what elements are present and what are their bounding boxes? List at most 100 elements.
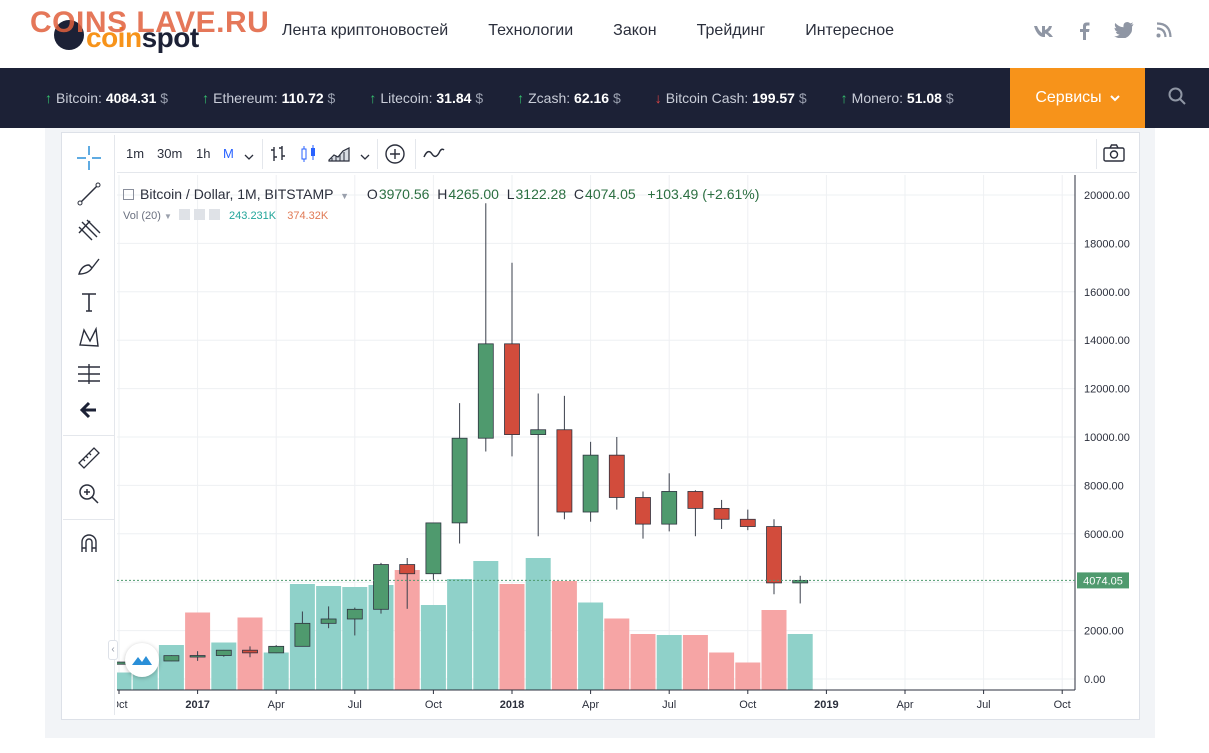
- nav-item-news[interactable]: Лента криптоновостей: [282, 22, 449, 39]
- x-tick-label: Apr: [896, 699, 913, 711]
- area-style-icon[interactable]: [328, 144, 350, 169]
- bars-style-icon[interactable]: [269, 144, 289, 169]
- candle-body: [687, 491, 704, 509]
- ticker-coin-name: Bitcoin Cash:: [665, 90, 753, 106]
- ticker-item[interactable]: ↑ Bitcoin: 4084.31 $: [45, 90, 168, 106]
- toolbar-divider: [377, 139, 378, 169]
- logo-mark-icon: [54, 20, 84, 50]
- facebook-icon[interactable]: [1073, 22, 1095, 44]
- zoom-in-icon[interactable]: [76, 481, 102, 507]
- rss-icon[interactable]: [1153, 22, 1175, 44]
- x-tick-label: Apr: [582, 699, 599, 711]
- ticker-item[interactable]: ↓ Bitcoin Cash: 199.57 $: [655, 90, 807, 106]
- volume-label[interactable]: Vol (20): [123, 210, 161, 222]
- volume-bar: [709, 652, 735, 690]
- social-links: [1033, 22, 1175, 44]
- toolbar-divider: [1096, 139, 1097, 169]
- collapse-arrow-icon[interactable]: ‹: [108, 640, 118, 660]
- pattern-tool-icon[interactable]: [76, 325, 102, 351]
- nav-item-trading[interactable]: Трейдинг: [696, 22, 766, 39]
- ticker-coin-name: Monero:: [851, 90, 907, 106]
- ruler-tool-icon[interactable]: [76, 445, 102, 471]
- timeframe-month[interactable]: M: [223, 146, 234, 161]
- chart-toolbar: 1m 30m 1h M: [117, 135, 1137, 173]
- volume-bar: [761, 610, 787, 690]
- y-tick-label: 8000.00: [1084, 480, 1124, 492]
- y-tick-label: 6000.00: [1084, 529, 1124, 541]
- candle-body: [268, 645, 285, 654]
- arrow-up-icon: ↑: [840, 90, 848, 106]
- volume-value: 243.231K: [229, 210, 277, 222]
- candle-body: [399, 564, 416, 575]
- chart-legend: Bitcoin / Dollar, 1M, BITSTAMP ▼ O3970.5…: [123, 186, 759, 202]
- ticker-item[interactable]: ↑ Zcash: 62.16 $: [517, 90, 621, 106]
- x-tick-label: Apr: [268, 699, 285, 711]
- chevron-down-icon[interactable]: ▼: [340, 191, 350, 201]
- toolbar-divider: [63, 519, 115, 520]
- timeframe-1m[interactable]: 1m: [126, 146, 145, 161]
- x-tick-label: Oct: [739, 699, 756, 711]
- trend-line-tool-icon[interactable]: [76, 181, 102, 207]
- chevron-down-icon: [1109, 91, 1120, 105]
- volume-bar: [211, 642, 237, 690]
- pitchfork-tool-icon[interactable]: [76, 217, 102, 243]
- candle-body: [242, 649, 258, 654]
- volume-bar: [158, 645, 184, 690]
- camera-icon[interactable]: [1103, 143, 1125, 168]
- x-tick-label: Oct: [117, 699, 128, 711]
- tradingview-logo-icon[interactable]: [125, 643, 159, 677]
- price-chart[interactable]: 20000.00 18000.00 16000.00 14000.00 12000.00…: [117, 175, 1137, 720]
- compare-icon[interactable]: [423, 145, 445, 168]
- back-arrow-icon[interactable]: [76, 397, 102, 423]
- nav-item-interesting[interactable]: Интересное: [805, 22, 895, 39]
- chevron-down-icon[interactable]: ▼: [163, 212, 172, 221]
- ticker-currency: $: [156, 90, 169, 106]
- volume-bar: [263, 652, 289, 690]
- brush-tool-icon[interactable]: [76, 253, 102, 279]
- vk-icon[interactable]: [1033, 22, 1055, 44]
- twitter-icon[interactable]: [1113, 22, 1135, 44]
- nav-item-tech[interactable]: Технологии: [488, 22, 574, 39]
- ticker-currency: $: [471, 90, 484, 106]
- volume-bar: [656, 635, 682, 690]
- nav-item-law[interactable]: Закон: [613, 22, 657, 39]
- candle-body: [766, 526, 782, 584]
- last-price-label: 4074.05: [1083, 575, 1123, 587]
- volume-ma-value: 374.32K: [287, 210, 329, 222]
- candles: [117, 203, 809, 665]
- candle-body: [582, 454, 599, 513]
- chevron-down-icon[interactable]: [360, 148, 370, 166]
- collapse-legend-icon[interactable]: [123, 189, 134, 200]
- timeframe-1h[interactable]: 1h: [196, 146, 211, 161]
- candle-body: [451, 437, 468, 524]
- prediction-tool-icon[interactable]: [76, 361, 102, 387]
- crosshair-tool-icon[interactable]: [76, 145, 102, 171]
- symbol-title[interactable]: Bitcoin / Dollar, 1M, BITSTAMP: [140, 186, 334, 202]
- candles-style-icon[interactable]: [299, 144, 319, 169]
- eye-icon[interactable]: [178, 209, 190, 220]
- x-tick-label: 2018: [500, 699, 524, 711]
- close-icon[interactable]: [208, 209, 220, 220]
- site-header: coinspot COINS LAVE.RU Лента криптоновос…: [0, 0, 1209, 68]
- candle-body: [425, 522, 442, 575]
- ticker-item[interactable]: ↑ Ethereum: 110.72 $: [202, 90, 335, 106]
- search-button[interactable]: [1145, 68, 1209, 128]
- candle-body: [294, 622, 311, 647]
- y-tick-label: 12000.00: [1084, 384, 1130, 396]
- timeframe-30m[interactable]: 30m: [157, 146, 183, 161]
- ticker-item[interactable]: ↑ Litecoin: 31.84 $: [369, 90, 483, 106]
- drawing-toolbar: [63, 135, 115, 715]
- candle-body: [477, 343, 494, 439]
- add-indicator-icon[interactable]: [384, 143, 406, 170]
- services-dropdown[interactable]: Сервисы: [1010, 68, 1145, 128]
- main-nav: Лента криптоновостей Технологии Закон Тр…: [282, 22, 934, 40]
- y-tick-label: 10000.00: [1084, 432, 1130, 444]
- chevron-down-icon[interactable]: [244, 148, 254, 166]
- y-tick-label: 14000.00: [1084, 335, 1130, 347]
- text-tool-icon[interactable]: [76, 289, 102, 315]
- ticker-item[interactable]: ↑ Monero: 51.08 $: [841, 90, 954, 106]
- y-tick-label: 20000.00: [1084, 190, 1130, 202]
- arrow-up-icon: ↑: [369, 90, 377, 106]
- gear-icon[interactable]: [193, 209, 205, 220]
- magnet-icon[interactable]: [76, 530, 102, 556]
